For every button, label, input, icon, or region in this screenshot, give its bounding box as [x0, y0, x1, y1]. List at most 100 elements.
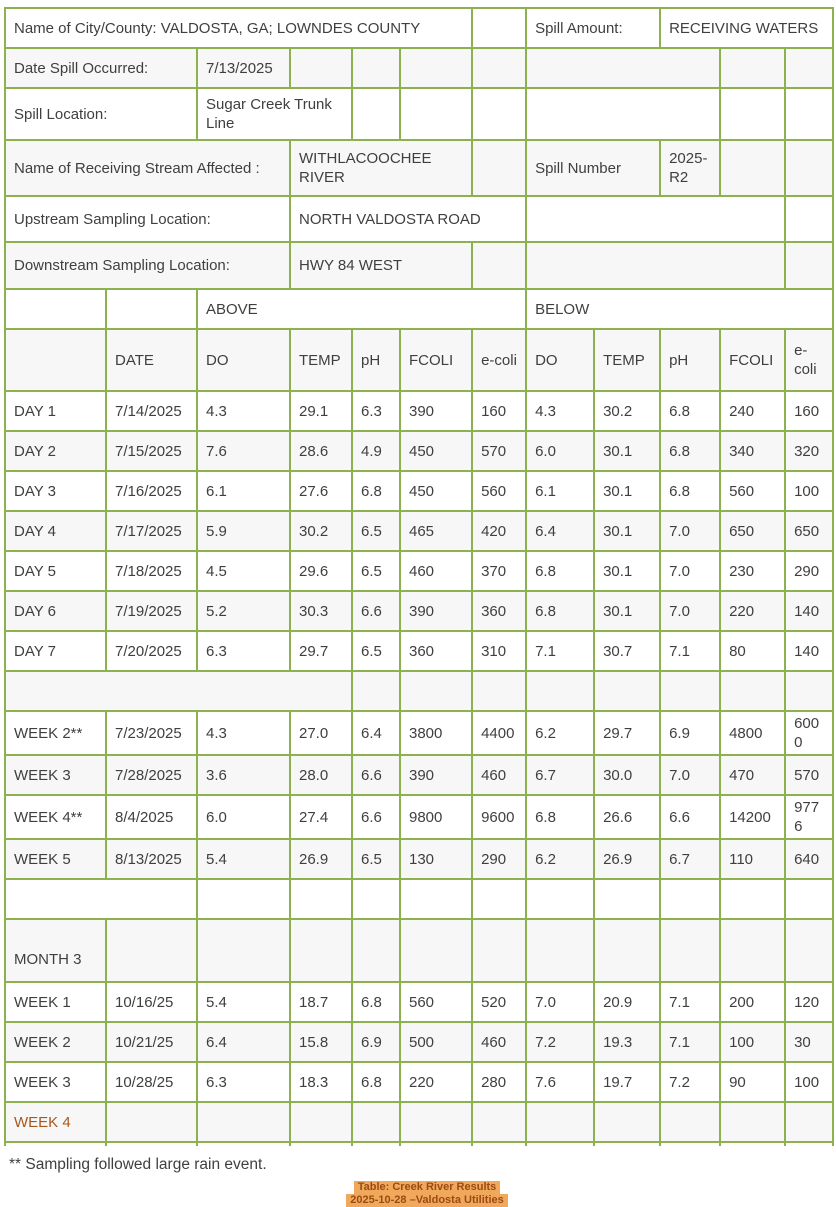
empty-cell [784, 47, 835, 89]
cell: 7/15/2025 [105, 430, 198, 472]
cell: 80 [719, 630, 787, 672]
empty-cell [471, 670, 528, 712]
cell: 280 [471, 1061, 528, 1103]
table-row-day-6: DAY 6 7/19/2025 5.2 30.3 6.6 390 360 6.8 30.1 7.0… [4, 590, 835, 632]
cell: 29.6 [289, 550, 353, 592]
empty-cell [593, 918, 662, 983]
empty-cell [4, 1141, 107, 1146]
upstream-value: NORTH VALDOSTA ROAD [288, 195, 528, 243]
cell: 7.1 [659, 630, 722, 672]
table-row-day-4: DAY 4 7/17/2025 5.9 30.2 6.5 465 420 6.4 30.1 7.0… [4, 510, 835, 552]
city-county-cell: Name of City/County: VALDOSTA, GA; LOWND… [3, 7, 474, 49]
empty-cell [659, 878, 722, 920]
cell: 650 [784, 510, 835, 552]
cell: DAY 7 [4, 630, 107, 672]
cell: 5.4 [196, 838, 291, 880]
empty-cell [196, 1141, 291, 1146]
row-downstream: Downstream Sampling Location: HWY 84 WES… [4, 241, 835, 290]
cell: 500 [398, 1021, 474, 1063]
cell: 640 [784, 838, 835, 880]
empty-cell [593, 878, 662, 920]
cell: 18.3 [289, 1061, 353, 1103]
empty-cell [471, 918, 528, 983]
empty-cell [784, 1141, 835, 1146]
cell: 370 [471, 550, 528, 592]
empty-cell [398, 87, 474, 141]
cell: 10/21/25 [105, 1021, 198, 1063]
cell: 6.0 [525, 430, 596, 472]
spill-amount-label: Spill Amount: [525, 7, 662, 49]
empty-cell [471, 241, 528, 290]
cell: 30 [784, 1021, 835, 1063]
empty-cell [659, 918, 722, 983]
empty-cell [593, 670, 662, 712]
cell: WEEK 4** [4, 794, 107, 840]
table-row-spacer4 [4, 670, 835, 712]
column-header-temp-below: TEMP [593, 328, 662, 392]
date-spill-label: Date Spill Occurred: [4, 47, 198, 89]
cell: WEEK 2** [4, 710, 107, 756]
column-header-temp-above: TEMP [289, 328, 353, 392]
cell: 570 [471, 430, 528, 472]
spill-number-value: 2025-R2 [659, 139, 722, 197]
empty-cell [525, 47, 722, 89]
table-row-day-5: DAY 5 7/18/2025 4.5 29.6 6.5 460 370 6.8 30.1 7.0… [4, 550, 835, 592]
empty-cell [398, 1101, 474, 1143]
downstream-label: Downstream Sampling Location: [4, 241, 291, 290]
cell: 7/23/2025 [105, 710, 198, 756]
empty-cell [398, 1141, 474, 1146]
cell: 27.4 [289, 794, 353, 840]
empty-cell [719, 918, 787, 983]
empty-cell [719, 1101, 787, 1143]
table-row-spacer2 [4, 878, 835, 920]
row-city-county: Name of City/County: VALDOSTA, GA; LOWND… [3, 7, 835, 49]
empty-cell [525, 1101, 596, 1143]
cell: 560 [398, 981, 474, 1023]
cell: 160 [784, 390, 835, 432]
cell: 20.9 [593, 981, 662, 1023]
cell: 4.9 [351, 430, 401, 472]
cell: 6.6 [351, 754, 401, 796]
cell: 7.0 [659, 510, 722, 552]
empty-cell [784, 241, 835, 290]
cell: 30.3 [289, 590, 353, 632]
cell: 30.2 [593, 390, 662, 432]
cell: 220 [719, 590, 787, 632]
cell: 9776 [784, 794, 835, 840]
table-row-week-2: WEEK 2** 7/23/2025 4.3 27.0 6.4 3800 4400 6.2 29… [4, 710, 835, 756]
cell: 290 [784, 550, 835, 592]
cell: WEEK 4 [4, 1101, 107, 1143]
cell: 10/16/25 [105, 981, 198, 1023]
empty-cell [351, 918, 401, 983]
cell: 310 [471, 630, 528, 672]
cell: 460 [471, 1021, 528, 1063]
cell: DAY 1 [4, 390, 107, 432]
table-row-week-2: WEEK 2 10/21/25 6.4 15.8 6.9 500 460 7.2 19.3 7.1… [4, 1021, 835, 1063]
empty-cell [659, 1141, 722, 1146]
cell: 390 [398, 590, 474, 632]
column-header-ecoli-above: e-coli [471, 328, 528, 392]
cell: 5.2 [196, 590, 291, 632]
empty-cell [4, 670, 353, 712]
table-row-day-3: DAY 3 7/16/2025 6.1 27.6 6.8 450 560 6.1 30.1 6.8… [4, 470, 835, 512]
cell: 6.5 [351, 510, 401, 552]
empty-cell [398, 47, 474, 89]
empty-cell [471, 87, 528, 141]
cell: 30.1 [593, 470, 662, 512]
cell: 7.6 [196, 430, 291, 472]
cell: 6.6 [351, 794, 401, 840]
spill-amount-value: RECEIVING WATERS [659, 7, 835, 49]
receiving-stream-label: Name of Receiving Stream Affected : [4, 139, 291, 197]
empty-cell [525, 670, 596, 712]
cell: 7/16/2025 [105, 470, 198, 512]
cell: 390 [398, 754, 474, 796]
empty-cell [784, 918, 835, 983]
cell: 6.3 [351, 390, 401, 432]
empty-cell [351, 878, 401, 920]
empty-cell [289, 1141, 353, 1146]
spill-report-table: Name of City/County: VALDOSTA, GA; LOWND… [3, 7, 835, 1146]
source-badge: Table: Creek River Results 2025-10-28 –V… [13, 1181, 836, 1207]
cell: 9800 [398, 794, 474, 840]
cell: 6.3 [196, 1061, 291, 1103]
cell: 5.9 [196, 510, 291, 552]
